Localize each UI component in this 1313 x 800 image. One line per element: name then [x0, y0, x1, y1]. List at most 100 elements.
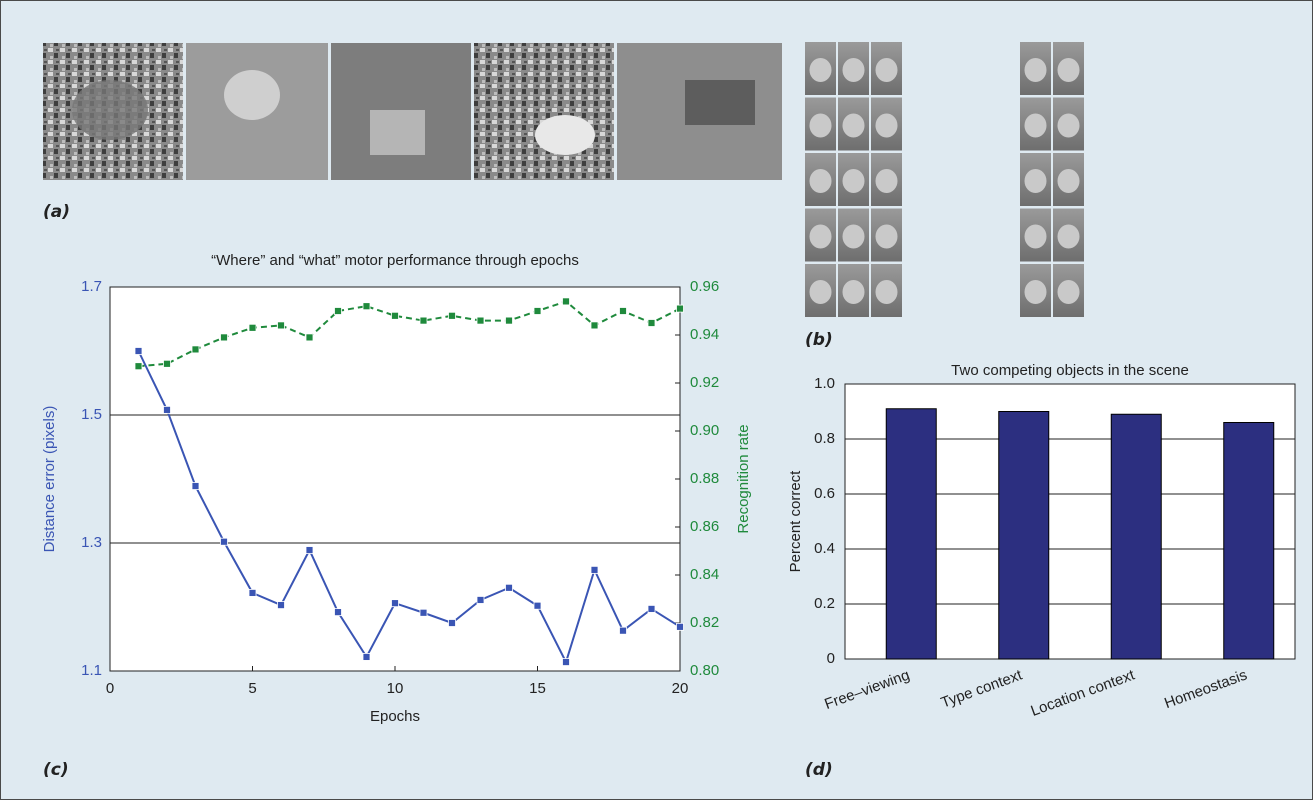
- marker: [221, 334, 228, 341]
- marker: [392, 600, 399, 607]
- thumbnail-object: [1025, 58, 1047, 82]
- marker: [278, 322, 285, 329]
- marker: [648, 320, 655, 327]
- thumbnail-object: [876, 169, 898, 193]
- thumbnail-object: [1025, 114, 1047, 138]
- thumbnail-object: [843, 169, 865, 193]
- y2-tick-label: 0.82: [690, 614, 719, 631]
- thumbnail-object: [876, 58, 898, 82]
- thumbnail-object: [810, 169, 832, 193]
- marker: [420, 317, 427, 324]
- y2-tick-label: 0.94: [690, 326, 719, 343]
- thumbnail-object: [1025, 169, 1047, 193]
- thumbnail-object: [1058, 280, 1080, 304]
- marker: [135, 363, 142, 370]
- y2-tick-label: 0.90: [690, 422, 719, 439]
- marker: [563, 659, 570, 666]
- y2-tick-label: 0.88: [690, 470, 719, 487]
- marker: [449, 620, 456, 627]
- marker: [563, 298, 570, 305]
- y-tick-label: 0.2: [814, 595, 835, 612]
- thumbnail-object: [1025, 225, 1047, 249]
- x-tick-label: 0: [106, 680, 114, 697]
- marker: [278, 602, 285, 609]
- thumbnail-object: [810, 114, 832, 138]
- marker: [620, 627, 627, 634]
- marker: [477, 317, 484, 324]
- thumbnail-object: [1058, 169, 1080, 193]
- thumbnail-object: [810, 280, 832, 304]
- marker: [249, 324, 256, 331]
- marker: [449, 312, 456, 319]
- thumbnail-object: [876, 114, 898, 138]
- thumbnail-object: [843, 58, 865, 82]
- marker: [363, 653, 370, 660]
- marker: [506, 584, 513, 591]
- thumbnail-object: [843, 114, 865, 138]
- marker: [677, 623, 684, 630]
- figure: (a) (b) (c) (d) 1.11.31.51.70.800.820.84…: [0, 0, 1313, 800]
- thumbnail-object: [876, 280, 898, 304]
- marker: [192, 346, 199, 353]
- marker: [164, 406, 171, 413]
- y2-tick-label: 0.84: [690, 566, 719, 583]
- y-axis-label: Distance error (pixels): [41, 406, 58, 553]
- y-tick-label: 1.0: [814, 375, 835, 392]
- y-tick-label: 0.8: [814, 430, 835, 447]
- thumbnail-object: [810, 58, 832, 82]
- marker: [534, 602, 541, 609]
- marker: [506, 317, 513, 324]
- chart-title: Two competing objects in the scene: [951, 362, 1189, 379]
- y2-axis-label: Recognition rate: [735, 424, 752, 533]
- marker: [392, 312, 399, 319]
- thumbnail-object: [1025, 280, 1047, 304]
- marker: [477, 596, 484, 603]
- marker: [135, 348, 142, 355]
- marker: [363, 303, 370, 310]
- thumbnail-object: [876, 225, 898, 249]
- thumbnail-object: [843, 280, 865, 304]
- y2-tick-label: 0.92: [690, 374, 719, 391]
- panel-label: (c): [43, 760, 69, 780]
- plot-area: [110, 287, 680, 671]
- marker: [192, 483, 199, 490]
- y2-tick-label: 0.96: [690, 278, 719, 295]
- marker: [306, 547, 313, 554]
- y2-tick-label: 0.80: [690, 662, 719, 679]
- x-tick-label: 20: [672, 680, 689, 697]
- y-tick-label: 0: [827, 650, 835, 667]
- bar: [1111, 414, 1161, 659]
- y2-tick-label: 0.86: [690, 518, 719, 535]
- thumbnail-object: [810, 225, 832, 249]
- y-tick-label: 1.7: [81, 278, 102, 295]
- chart-title: “Where” and “what” motor performance thr…: [211, 252, 579, 269]
- marker: [591, 566, 598, 573]
- panel-label: (a): [43, 202, 70, 222]
- marker: [591, 322, 598, 329]
- x-tick-label: 15: [529, 680, 546, 697]
- thumbnail-object: [843, 225, 865, 249]
- y-tick-label: 1.1: [81, 662, 102, 679]
- marker: [648, 605, 655, 612]
- marker: [420, 609, 427, 616]
- y-tick-label: 1.3: [81, 534, 102, 551]
- panel-label: (b): [805, 330, 833, 350]
- bar: [886, 409, 936, 659]
- marker: [335, 609, 342, 616]
- y-tick-label: 0.4: [814, 540, 835, 557]
- marker: [164, 360, 171, 367]
- marker: [335, 308, 342, 315]
- x-tick-label: 5: [248, 680, 256, 697]
- x-axis-label: Epochs: [370, 708, 420, 725]
- marker: [249, 589, 256, 596]
- images-a: [43, 43, 782, 180]
- marker: [677, 305, 684, 312]
- panel-label: (d): [805, 760, 833, 780]
- marker: [534, 308, 541, 315]
- thumbnail-object: [1058, 225, 1080, 249]
- bar: [1224, 423, 1274, 660]
- marker: [221, 538, 228, 545]
- marker: [620, 308, 627, 315]
- y-axis-label: Percent correct: [787, 470, 804, 573]
- thumbnail-object: [1058, 58, 1080, 82]
